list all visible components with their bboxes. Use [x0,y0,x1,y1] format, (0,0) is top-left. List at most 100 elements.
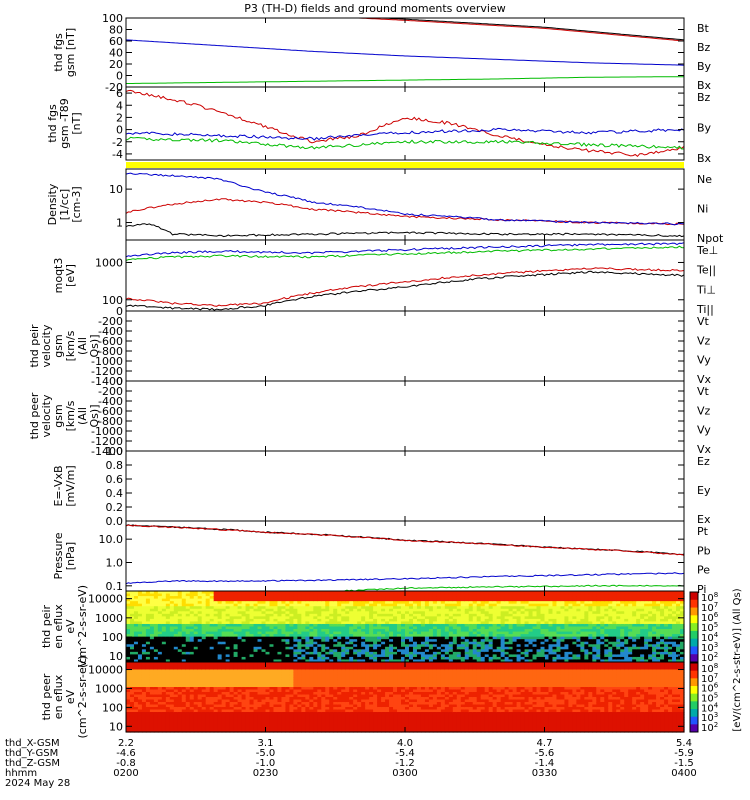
heatmap-cell [161,613,167,617]
heatmap-cell [664,603,669,607]
heatmap-cell [169,654,175,658]
heatmap-cell [341,636,346,640]
heatmap-cell [169,611,175,615]
heatmap-cell [452,654,458,658]
heatmap-cell [189,634,195,638]
heatmap-cell [660,611,665,615]
heatmap-cell [209,727,215,731]
heatmap-cell [141,707,147,711]
heatmap-cell [528,611,534,615]
heatmap-cell [181,669,187,673]
heatmap-cell [401,603,406,607]
heatmap-cell [460,636,466,640]
heatmap-cell [169,598,175,602]
heatmap-cell [185,621,191,625]
heatmap-cell [225,669,231,673]
heatmap-cell [201,722,207,726]
heatmap-cell [428,623,434,628]
heatmap-cell [572,629,577,633]
heatmap-cell [141,669,147,673]
heatmap-cell [201,702,207,706]
heatmap-cell [357,618,362,623]
heatmap-cell [249,616,255,620]
heatmap-cell [297,621,302,625]
heatmap-cell [536,611,542,615]
heatmap-cell [576,608,581,612]
y-tick-label: -1200 [91,365,123,378]
heatmap-cell [173,699,179,703]
heatmap-cell [628,629,633,633]
heatmap-cell [265,623,271,628]
heatmap-cell [464,613,470,617]
heatmap-cell [604,634,609,638]
heatmap-cell [628,636,633,640]
heatmap-cell [253,611,259,615]
heatmap-cell [269,636,275,640]
heatmap-cell [568,591,573,595]
heatmap-cell [424,631,430,635]
heatmap-cell [544,626,550,630]
heatmap-cell [428,603,434,607]
heatmap-cell [349,656,354,661]
heatmap-cell [229,591,235,595]
heatmap-cell [261,651,267,655]
heatmap-cell [165,669,171,673]
heatmap-cell [412,641,418,645]
heatmap-cell [576,603,581,607]
heatmap-cell [305,621,310,625]
heatmap-cell [345,596,350,600]
heatmap-cell [644,646,649,650]
heatmap-cell [126,684,131,688]
heatmap-cell [209,644,215,648]
heatmap-cell [129,641,135,645]
heatmap-cell [548,644,554,648]
heatmap-cell [416,621,422,625]
heatmap-cell [213,664,219,668]
heatmap-cell [564,613,570,617]
heatmap-cell [221,593,227,597]
heatmap-cell [325,611,330,615]
heatmap-cell [289,626,294,630]
heatmap-cell [313,656,318,661]
heatmap-cell [488,596,494,600]
heatmap-cell [564,626,570,630]
heatmap-cell [225,674,231,678]
heatmap-cell [381,641,386,645]
heatmap-cell [576,618,581,623]
heatmap-cell [321,611,326,615]
heatmap-cell [644,613,649,617]
heatmap-cell [245,621,251,625]
heatmap-cell [225,659,231,663]
heatmap-cell [193,634,199,638]
heatmap-cell [424,608,430,612]
heatmap-cell [349,618,354,623]
y-axis-label-line: [cm-3] [70,186,83,222]
y-tick-label: -200 [98,385,123,398]
heatmap-cell [153,601,159,605]
heatmap-cell [576,598,581,602]
heatmap-cell [444,608,450,612]
heatmap-cell [233,636,239,640]
heatmap-cell [257,659,263,663]
heatmap-cell [217,707,223,711]
heatmap-cell [436,656,442,661]
heatmap-cell [233,644,239,648]
heatmap-cell [126,659,131,663]
heatmap-cell [317,641,322,645]
heatmap-cell [165,674,171,678]
heatmap-cell [193,672,199,676]
heatmap-cell [265,646,271,650]
heatmap-cell [656,649,661,653]
heatmap-cell [193,621,199,625]
heatmap-cell [636,608,641,612]
heatmap-cell [592,601,597,605]
heatmap-cell [193,623,199,628]
heatmap-cell [377,613,382,617]
heatmap-cell [504,654,510,658]
heatmap-cell [424,611,430,615]
heatmap-cell [405,646,410,650]
heatmap-cell [480,591,486,595]
heatmap-cell [293,626,298,630]
heatmap-cell [608,629,613,633]
heatmap-cell [432,641,438,645]
